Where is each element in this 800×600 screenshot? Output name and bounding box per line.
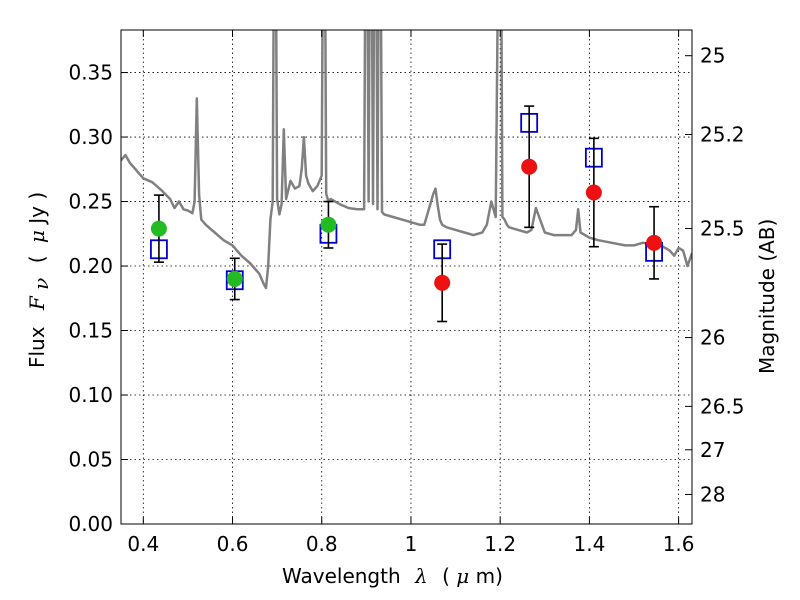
y-tick-label: 0.25 — [68, 190, 113, 214]
x-tick-label: 0.8 — [306, 532, 338, 556]
x-tick-label: 1.4 — [573, 532, 605, 556]
x-tick-label: 0.6 — [217, 532, 249, 556]
y-tick-label: 0.20 — [68, 254, 113, 278]
y2-tick-label: 26.5 — [700, 394, 745, 418]
y-tick-label: 0.30 — [68, 125, 113, 149]
plot-frame — [120, 29, 693, 525]
y2-tick-label: 26 — [700, 326, 725, 350]
y-axis-label-text: Flux — [25, 326, 49, 368]
data-point — [226, 270, 243, 287]
y2-tick-label: 25 — [700, 44, 725, 68]
y2-axis-label: Magnitude (AB) — [755, 219, 779, 374]
data-point — [521, 158, 538, 175]
y-axis-unit-rest: Jy ) — [25, 192, 49, 226]
axis-ticks — [121, 30, 692, 525]
x-tick-label: 1.2 — [484, 532, 516, 556]
data-markers — [150, 105, 663, 323]
y-axis-unit-mu: μ — [25, 230, 49, 243]
spectrum-line — [121, 30, 692, 290]
y2-tick-label: 27 — [700, 438, 725, 462]
x-tick-label: 1 — [405, 532, 418, 556]
y2-tick-label: 25.5 — [700, 217, 745, 241]
x-axis-unit-rest: m) — [476, 564, 503, 588]
tick-labels: 0.4 0.6 0.8 1 1.2 1.4 1.6 0.00 0.05 0.10 0.15 0.20 0… — [68, 44, 744, 556]
x-tick-label: 0.4 — [127, 532, 159, 556]
x-axis-unit-mu: μ — [456, 564, 469, 588]
y-tick-label: 0.00 — [68, 512, 113, 536]
x-axis-label: Wavelength λ ( μ m) — [282, 564, 503, 588]
y-axis-subscript: ν — [29, 278, 53, 290]
y2-tick-label: 28 — [700, 482, 725, 506]
x-tick-label: 1.6 — [663, 532, 695, 556]
y-tick-label: 0.05 — [68, 448, 113, 472]
y-tick-label: 0.10 — [68, 383, 113, 407]
x-axis-unit-open: ( — [442, 564, 450, 588]
data-point — [320, 216, 337, 233]
y-tick-label: 0.15 — [68, 319, 113, 343]
y-axis-label: Flux F ν ( μ Jy ) — [25, 192, 53, 368]
x-axis-lambda: λ — [414, 564, 428, 588]
data-point — [646, 234, 663, 251]
y-axis-unit-open: ( — [25, 255, 49, 263]
plot-area — [121, 30, 692, 290]
y2-tick-label: 25.2 — [700, 122, 745, 146]
x-axis-label-text: Wavelength — [282, 564, 401, 588]
data-point — [585, 184, 602, 201]
y-axis-symbol: F — [25, 295, 49, 311]
y-tick-label: 0.35 — [68, 61, 113, 85]
data-point — [434, 274, 451, 291]
data-point — [150, 220, 167, 237]
